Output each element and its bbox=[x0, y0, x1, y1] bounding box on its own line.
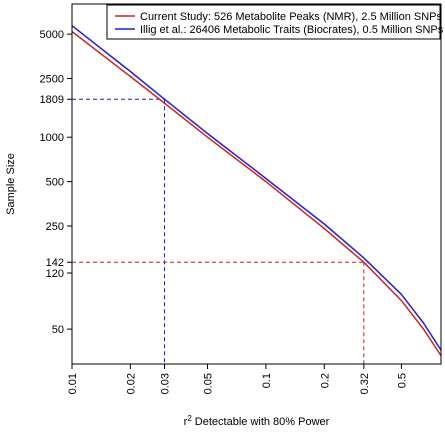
y-tick-label: 2500 bbox=[40, 74, 64, 86]
legend-label: Current Study: 526 Metabolite Peaks (NMR… bbox=[140, 11, 443, 23]
y-tick-label: 120 bbox=[46, 268, 64, 280]
y-tick-label: 142 bbox=[46, 257, 64, 269]
y-tick-label: 5000 bbox=[40, 29, 64, 41]
y-tick-label: 250 bbox=[46, 221, 64, 233]
x-tick-label: 0.1 bbox=[261, 373, 273, 388]
x-tick-label: 0.05 bbox=[203, 373, 215, 394]
x-tick-label: 0.2 bbox=[319, 373, 331, 388]
y-tick-label: 1000 bbox=[40, 132, 64, 144]
y-tick-label: 500 bbox=[46, 177, 64, 189]
x-tick-label: 0.02 bbox=[125, 373, 137, 394]
x-tick-label: 0.01 bbox=[67, 373, 79, 394]
x-tick-label: 0.03 bbox=[160, 373, 172, 394]
x-tick-label: 0.32 bbox=[359, 373, 371, 394]
y-axis-title: Sample Size bbox=[5, 153, 17, 215]
x-axis-title-text: Detectable with 80% Power bbox=[195, 416, 330, 428]
legend: Current Study: 526 Metabolite Peaks (NMR… bbox=[106, 4, 444, 40]
y-tick-label: 50 bbox=[52, 324, 64, 336]
x-axis-title-prefix: r bbox=[184, 416, 188, 428]
series-line-1 bbox=[72, 25, 441, 351]
x-tick-label: 0.5 bbox=[396, 373, 408, 388]
x-axis-title-superscript: 2 bbox=[187, 414, 192, 423]
x-axis: 0.01 0.02 0.03 0.05 0.1 0.2 0.32 0.5 bbox=[67, 364, 408, 394]
legend-box bbox=[106, 4, 441, 40]
x-axis-title: r2 Detectable with 80% Power bbox=[184, 414, 330, 428]
series-line-0 bbox=[72, 31, 441, 357]
legend-label: Illig et al.: 26406 Metabolic Traits (Bi… bbox=[140, 24, 444, 36]
y-tick-label: 1809 bbox=[40, 94, 64, 106]
plot-frame bbox=[71, 3, 442, 365]
reference-lines bbox=[72, 98, 365, 364]
series-lines bbox=[72, 25, 441, 357]
